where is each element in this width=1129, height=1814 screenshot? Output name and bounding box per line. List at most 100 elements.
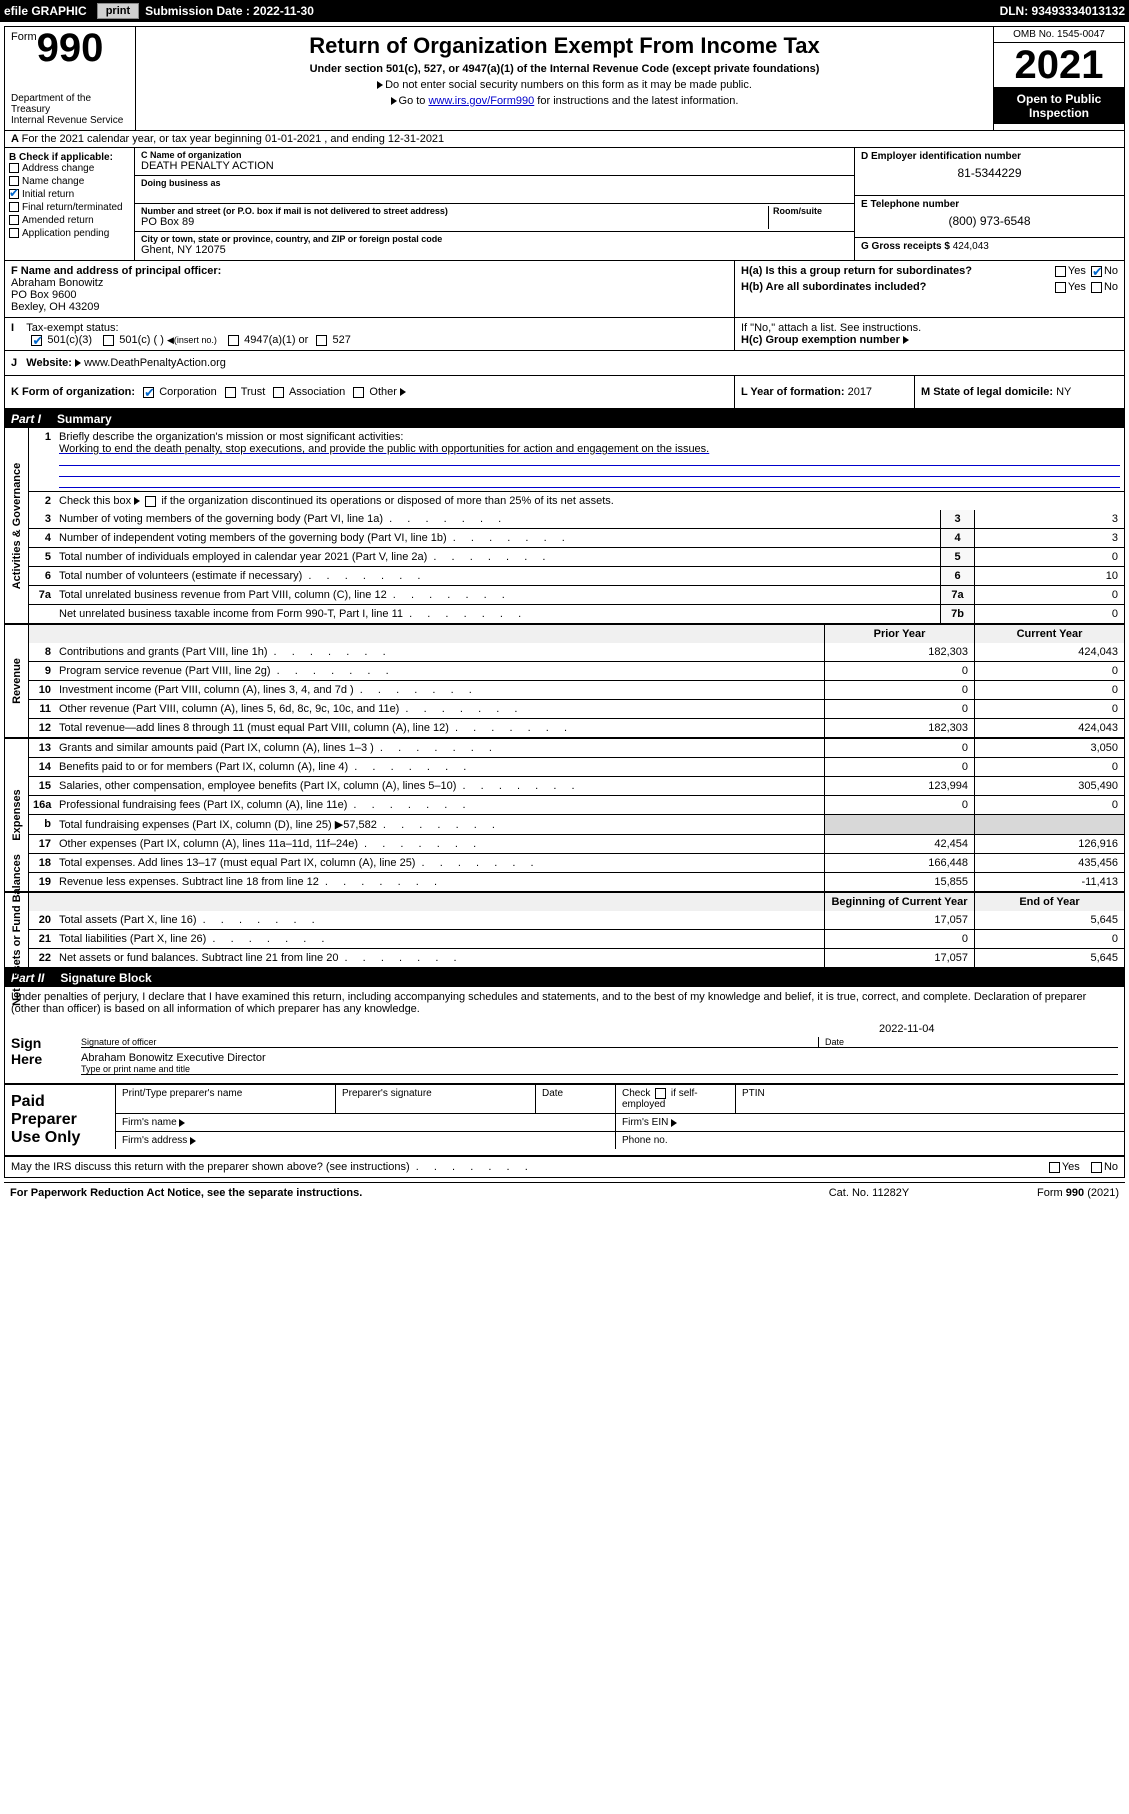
hb-no-chk[interactable]	[1091, 282, 1102, 293]
table-row: 4Number of independent voting members of…	[29, 528, 1124, 547]
hdr-boy: Beginning of Current Year	[824, 893, 974, 911]
box-deg: D Employer identification number 81-5344…	[854, 148, 1124, 260]
table-row: 19Revenue less expenses. Subtract line 1…	[29, 872, 1124, 891]
state-domicile: NY	[1056, 386, 1071, 398]
chk-trust[interactable]	[225, 387, 236, 398]
hb-label: H(b) Are all subordinates included?	[741, 281, 926, 293]
table-row: 21Total liabilities (Part X, line 26)00	[29, 929, 1124, 948]
print-button[interactable]: print	[97, 3, 139, 19]
chk-address-change[interactable]	[9, 163, 19, 173]
form-subtitle: Under section 501(c), 527, or 4947(a)(1)…	[144, 63, 985, 75]
part1-header: Part I Summary	[5, 410, 1124, 428]
year-formation: 2017	[848, 386, 872, 398]
footer: For Paperwork Reduction Act Notice, see …	[4, 1182, 1125, 1203]
table-row: 9Program service revenue (Part VIII, lin…	[29, 661, 1124, 680]
table-row: 3Number of voting members of the governi…	[29, 510, 1124, 528]
part2-header: Part II Signature Block	[5, 969, 1124, 987]
header-left: Form990 Department of the Treasury Inter…	[5, 27, 135, 130]
website: www.DeathPenaltyAction.org	[84, 357, 226, 369]
form-header: Form990 Department of the Treasury Inter…	[5, 27, 1124, 131]
phone-label: E Telephone number	[861, 199, 1118, 210]
discuss-no[interactable]	[1091, 1162, 1102, 1173]
chk-final-return[interactable]	[9, 202, 19, 212]
mission-text: Working to end the death penalty, stop e…	[59, 443, 709, 455]
chk-other[interactable]	[353, 387, 364, 398]
phone: (800) 973-6548	[861, 210, 1118, 228]
side-revenue: Revenue	[5, 625, 29, 737]
hdr-eoy: End of Year	[974, 893, 1124, 911]
table-row: 5Total number of individuals employed in…	[29, 547, 1124, 566]
chk-assoc[interactable]	[273, 387, 284, 398]
section-addresses: B Check if applicable: Address change Na…	[5, 148, 1124, 261]
efile-label: efile GRAPHIC	[4, 4, 87, 18]
city-label: City or town, state or province, country…	[141, 234, 848, 244]
street: PO Box 89	[141, 216, 768, 228]
sig-name-title: Abraham Bonowitz Executive Director	[81, 1052, 1118, 1064]
ha-no-chk[interactable]	[1091, 266, 1102, 277]
hb-note: If "No," attach a list. See instructions…	[741, 322, 1118, 334]
row-fh: F Name and address of principal officer:…	[5, 261, 1124, 318]
chk-527[interactable]	[316, 335, 327, 346]
ein: 81-5344229	[861, 162, 1118, 180]
tax-year: 2021	[994, 43, 1124, 87]
chk-self-employed[interactable]	[655, 1088, 666, 1099]
table-row: bTotal fundraising expenses (Part IX, co…	[29, 814, 1124, 834]
chk-corp[interactable]	[143, 387, 154, 398]
row-a: A For the 2021 calendar year, or tax yea…	[5, 131, 1124, 148]
form-number: 990	[37, 26, 104, 70]
ha-yes-chk[interactable]	[1055, 266, 1066, 277]
sig-date: 2022-11-04	[879, 1023, 934, 1035]
form-title: Return of Organization Exempt From Incom…	[144, 33, 985, 59]
officer-addr1: PO Box 9600	[11, 289, 728, 301]
irs-discuss: May the IRS discuss this return with the…	[5, 1157, 1124, 1177]
gross-label: G Gross receipts $	[861, 241, 950, 252]
summary-exp: Expenses 13Grants and similar amounts pa…	[5, 739, 1124, 893]
summary-ag: Activities & Governance 1 Briefly descri…	[5, 428, 1124, 625]
row-j: J Website: www.DeathPenaltyAction.org	[5, 351, 1124, 376]
box-f-label: F Name and address of principal officer:	[11, 265, 728, 277]
room-label: Room/suite	[773, 206, 848, 216]
row-klm: K Form of organization: Corporation Trus…	[5, 376, 1124, 410]
hb-yes-chk[interactable]	[1055, 282, 1066, 293]
note-1: Do not enter social security numbers on …	[385, 79, 752, 91]
chk-initial-return[interactable]	[9, 189, 19, 199]
ha-label: H(a) Is this a group return for subordin…	[741, 265, 972, 277]
box-b: B Check if applicable: Address change Na…	[5, 148, 135, 260]
street-label: Number and street (or P.O. box if mail i…	[141, 206, 768, 216]
row-ij: I Tax-exempt status: 501(c)(3) 501(c) ( …	[5, 318, 1124, 351]
chk-4947[interactable]	[228, 335, 239, 346]
table-row: 12Total revenue—add lines 8 through 11 (…	[29, 718, 1124, 737]
cat-no: Cat. No. 11282Y	[779, 1187, 959, 1199]
dba-label: Doing business as	[141, 178, 848, 188]
table-row: 14Benefits paid to or for members (Part …	[29, 757, 1124, 776]
discuss-yes[interactable]	[1049, 1162, 1060, 1173]
arrow-icon	[400, 388, 406, 396]
top-bar: efile GRAPHIC print Submission Date : 20…	[0, 0, 1129, 22]
omb-number: OMB No. 1545-0047	[994, 27, 1124, 43]
department: Department of the Treasury Internal Reve…	[11, 93, 129, 126]
table-row: 11Other revenue (Part VIII, column (A), …	[29, 699, 1124, 718]
chk-501c[interactable]	[103, 335, 114, 346]
table-row: 6Total number of volunteers (estimate if…	[29, 566, 1124, 585]
sign-here: Sign Here	[5, 1019, 75, 1083]
chk-501c3[interactable]	[31, 335, 42, 346]
chk-pending[interactable]	[9, 228, 19, 238]
instructions-link[interactable]: www.irs.gov/Form990	[428, 95, 534, 107]
sig-officer-label: Signature of officer	[81, 1037, 818, 1047]
line2: Check this box if the organization disco…	[59, 495, 614, 507]
chk-amended[interactable]	[9, 215, 19, 225]
header-center: Return of Organization Exempt From Incom…	[135, 27, 994, 130]
officer-name: Abraham Bonowitz	[11, 277, 728, 289]
form-990: Form990 Department of the Treasury Inter…	[4, 26, 1125, 1178]
dln: DLN: 93493334013132	[1000, 4, 1125, 18]
chk-discontinued[interactable]	[145, 496, 156, 507]
paid-preparer: Paid Preparer Use Only Print/Type prepar…	[5, 1085, 1124, 1157]
org-name: DEATH PENALTY ACTION	[141, 160, 848, 172]
header-right: OMB No. 1545-0047 2021 Open to Public In…	[994, 27, 1124, 130]
table-row: 22Net assets or fund balances. Subtract …	[29, 948, 1124, 967]
summary-rev: Revenue Prior Year Current Year 8Contrib…	[5, 625, 1124, 739]
note-2-post: for instructions and the latest informat…	[534, 95, 738, 107]
chk-name-change[interactable]	[9, 176, 19, 186]
hc-label: H(c) Group exemption number	[741, 334, 900, 346]
pra-notice: For Paperwork Reduction Act Notice, see …	[10, 1187, 779, 1199]
